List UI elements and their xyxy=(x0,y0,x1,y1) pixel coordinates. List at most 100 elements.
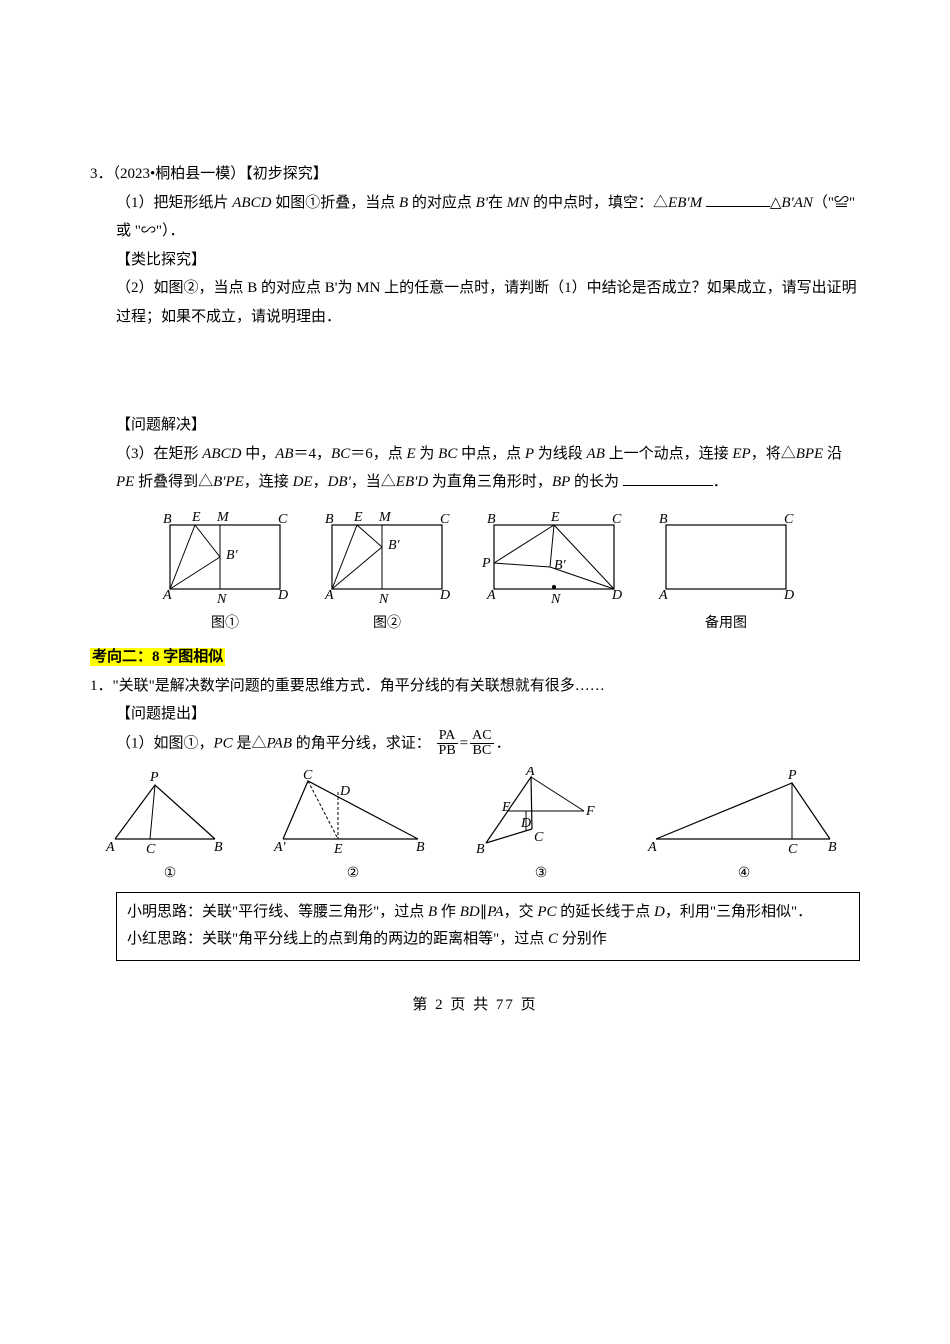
svg-text:E: E xyxy=(353,510,363,525)
num-pa: PA xyxy=(437,729,458,745)
q3-p1a: （1）把矩形纸片 xyxy=(116,195,232,211)
svg-text:D: D xyxy=(439,588,450,603)
q3-header-text: 3．（2023•桐柏县一模）【初步探究】 xyxy=(90,166,328,182)
q1-sec1-text: 【问题提出】 xyxy=(116,706,206,722)
t: 小红思路：关联"角平分线上的点到角的两边的距离相等"，过点 xyxy=(127,931,548,947)
t: （3）在矩形 xyxy=(116,446,202,462)
svg-text:D: D xyxy=(277,588,288,603)
pc2: PC xyxy=(537,904,556,920)
svg-text:M: M xyxy=(378,510,392,525)
q3-part3: （3）在矩形 ABCD 中，AB＝4，BC＝6，点 E 为 BC 中点，点 P … xyxy=(90,440,860,497)
svg-text:F: F xyxy=(585,804,595,819)
t: （1）如图①， xyxy=(116,735,214,751)
svg-text:N: N xyxy=(378,592,389,607)
svg-text:B: B xyxy=(659,512,668,527)
t: ，利用"三角形相似"． xyxy=(665,904,812,920)
t: ＝6，点 xyxy=(350,446,406,462)
tri: △ xyxy=(770,195,782,211)
svg-text:A: A xyxy=(486,588,496,603)
hint-box: 小明思路：关联"平行线、等腰三角形"，过点 B 作 BD∥PA，交 PC 的延长… xyxy=(116,892,860,962)
q1-part1: （1）如图①，PC 是△PAB 的角平分线，求证： PAPB=ACBC． xyxy=(90,729,860,759)
svg-text:D: D xyxy=(339,784,350,799)
den-pb: PB xyxy=(437,744,458,759)
t: ，当△ xyxy=(351,474,396,490)
svg-text:N: N xyxy=(550,592,561,607)
abcd: ABCD xyxy=(232,195,271,211)
svg-text:E: E xyxy=(333,842,343,857)
t: ，将△ xyxy=(751,446,796,462)
bppe: B'PE xyxy=(213,474,244,490)
mn: MN xyxy=(507,195,530,211)
frac-left: PAPB xyxy=(437,729,458,759)
svg-text:B: B xyxy=(487,512,496,527)
q3-part1: （1）把矩形纸片 ABCD 如图①折叠，当点 B 的对应点 B'在 MN 的中点… xyxy=(90,189,860,246)
b2: B xyxy=(428,904,437,920)
svg-text:B: B xyxy=(163,512,172,527)
q3-p1b: 如图①折叠，当点 xyxy=(271,195,399,211)
hint1: 小明思路：关联"平行线、等腰三角形"，过点 B 作 BD∥PA，交 PC 的延长… xyxy=(127,899,849,927)
t: 中， xyxy=(241,446,275,462)
dbp: DB' xyxy=(328,474,351,490)
bpe: BPE xyxy=(796,446,824,462)
num-ac: AC xyxy=(470,729,493,745)
svg-text:A: A xyxy=(105,840,115,855)
ebm: EB'M xyxy=(668,195,702,211)
q3-p1c: 的对应点 xyxy=(408,195,476,211)
svg-text:P: P xyxy=(787,768,797,783)
q1-sec1: 【问题提出】 xyxy=(90,700,860,729)
svg-text:C: C xyxy=(612,512,622,527)
e: E xyxy=(406,446,415,462)
svg-text:B: B xyxy=(476,842,485,857)
t: 作 xyxy=(437,904,460,920)
svg-text:C: C xyxy=(534,830,544,845)
t: 为直角三角形时， xyxy=(428,474,552,490)
svg-text:A: A xyxy=(658,588,668,603)
svg-text:B′: B′ xyxy=(554,558,567,573)
q1-figs: P A B C ① C D A' B E ② xyxy=(100,767,860,888)
abcd2: ABCD xyxy=(202,446,241,462)
tri-fig4-label: ④ xyxy=(738,861,751,888)
den-bc: BC xyxy=(470,744,493,759)
hint2: 小红思路：关联"角平分线上的点到角的两边的距离相等"，过点 C 分别作 xyxy=(127,926,849,954)
pa2: PA xyxy=(487,904,503,920)
frac-right: ACBC xyxy=(470,729,493,759)
t: 中点，点 xyxy=(457,446,525,462)
t: 为 xyxy=(416,446,439,462)
svg-text:B: B xyxy=(214,840,223,855)
q3-sec3-text: 【问题解决】 xyxy=(116,417,206,433)
q3-p1e: 的中点时，填空：△ xyxy=(529,195,668,211)
ab: AB xyxy=(275,446,293,462)
svg-text:B′: B′ xyxy=(226,548,239,563)
svg-text:P: P xyxy=(481,556,491,571)
ep: EP xyxy=(732,446,750,462)
svg-text:C: C xyxy=(784,512,794,527)
t: 折叠得到△ xyxy=(134,474,213,490)
t: ，交 xyxy=(504,904,538,920)
t: 小明思路：关联"平行线、等腰三角形"，过点 xyxy=(127,904,428,920)
ebpd: EB'D xyxy=(396,474,428,490)
svg-text:M: M xyxy=(216,510,230,525)
svg-text:B: B xyxy=(416,840,425,855)
fig3: B E C A D P B′ N xyxy=(474,507,634,638)
t: 的长为 xyxy=(570,474,623,490)
tri-fig2-label: ② xyxy=(347,861,360,888)
svg-text:A: A xyxy=(162,588,172,603)
tri-fig4: P A B C ④ xyxy=(644,767,844,888)
c2: C xyxy=(548,931,558,947)
tri-fig1-label: ① xyxy=(164,861,177,888)
svg-text:A: A xyxy=(647,840,657,855)
q3-sec2-text: 【类比探究】 xyxy=(116,252,206,268)
topic2-text: 考向二：8 字图相似 xyxy=(90,648,225,666)
blank-2 xyxy=(623,471,713,486)
svg-text:C: C xyxy=(146,842,156,857)
fig2-label: 图② xyxy=(373,611,401,638)
vspace xyxy=(90,331,860,411)
bp: B' xyxy=(476,195,488,211)
svg-text:E: E xyxy=(501,800,511,815)
q3-figs: B E M C A N D B′ 图① B E M C xyxy=(150,507,860,638)
svg-text:A: A xyxy=(525,767,535,779)
svg-text:C: C xyxy=(788,842,798,857)
q3-p1d: 在 xyxy=(488,195,507,211)
ban: B'AN xyxy=(781,195,813,211)
fig1: B E M C A N D B′ 图① xyxy=(150,507,300,638)
